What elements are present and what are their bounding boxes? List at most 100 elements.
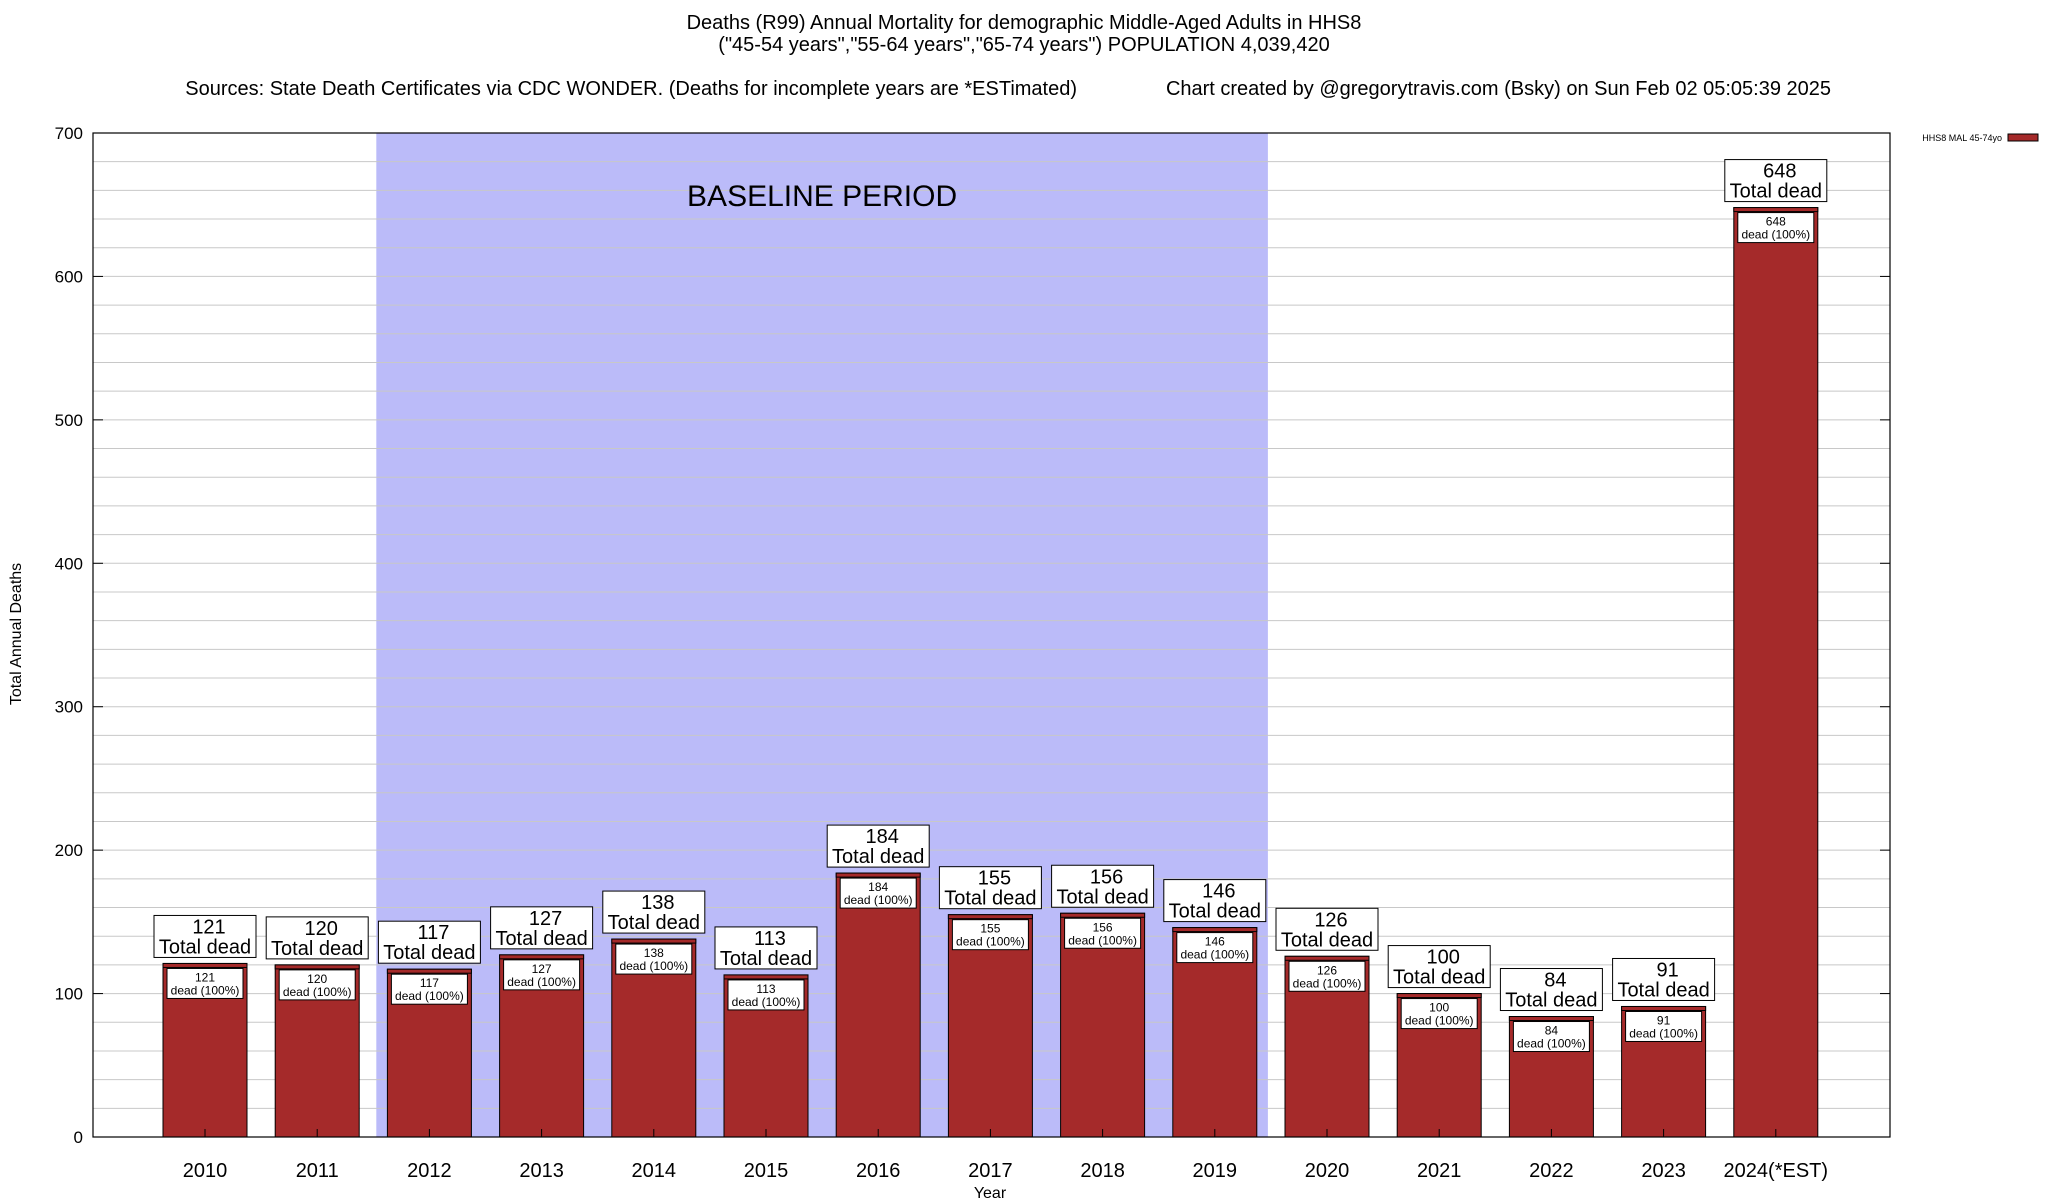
bar-total-label: Total dead [1393, 967, 1485, 989]
bar [1733, 207, 1819, 1138]
bar-total-label-box [714, 926, 818, 970]
bar-inner-label-box [839, 877, 917, 909]
bar-top-edge [1508, 1016, 1594, 1022]
x-tick-label: 2023 [1641, 1160, 1686, 1182]
bar-inner-value: 648 [1766, 215, 1786, 229]
title-line-1: Deaths (R99) Annual Mortality for demogr… [686, 12, 1362, 34]
bar-total-value: 100 [1427, 947, 1460, 969]
x-tick-label: 2019 [1193, 1160, 1238, 1182]
x-tick-label: 2017 [968, 1160, 1013, 1182]
bar-total-label-box [153, 914, 257, 958]
x-tick-label: 2020 [1305, 1160, 1350, 1182]
bar-inner-label: dead (100%) [283, 985, 352, 999]
bar-top-edge [1060, 912, 1146, 918]
bar-total-label-box [1612, 957, 1716, 1001]
bar-inner-label: dead (100%) [507, 975, 576, 989]
bar-total-label: Total dead [383, 942, 475, 964]
credit-text: Chart created by @gregorytravis.com (Bsk… [1165, 78, 1832, 100]
bar-top-edge [835, 872, 921, 878]
legend-swatch [2007, 133, 2039, 142]
bar-inner-label-box [166, 967, 244, 999]
y-tick-label: 400 [55, 554, 83, 573]
bar-inner-value: 126 [1317, 963, 1337, 977]
y-tick-label: 200 [55, 841, 83, 860]
bar-total-label-box [377, 920, 481, 964]
baseline-period-label: BASELINE PERIOD [687, 180, 957, 213]
bar-inner-value: 84 [1545, 1024, 1559, 1038]
bar-inner-label-box [278, 969, 356, 1001]
bar-total-label-box [265, 916, 369, 960]
y-tick-label: 100 [55, 985, 83, 1004]
bar-total-value: 146 [1202, 881, 1235, 903]
bar-total-label-box [490, 906, 594, 950]
bar-total-label-box [1499, 968, 1603, 1012]
chart-title: Deaths (R99) Annual Mortality for demogr… [0, 12, 2048, 122]
bar-total-label: Total dead [1281, 929, 1373, 951]
bar-total-label: Total dead [1730, 181, 1822, 203]
x-tick-label: 2012 [407, 1160, 452, 1182]
bar-inner-value: 120 [307, 972, 327, 986]
bar-total-label: Total dead [608, 912, 700, 934]
bar-inner-value: 91 [1657, 1013, 1671, 1027]
y-tick-label: 300 [55, 698, 83, 717]
bar-total-value: 155 [978, 868, 1011, 890]
bar-total-label: Total dead [944, 888, 1036, 910]
bar-inner-value: 146 [1205, 935, 1225, 949]
bar-total-value: 648 [1763, 161, 1796, 183]
bar-inner-label-box [1625, 1010, 1703, 1042]
bar-total-label-box [1275, 907, 1379, 951]
bar-top-edge [386, 968, 472, 974]
bar-total-value: 121 [192, 916, 225, 938]
bar-total-label-box [1387, 945, 1491, 989]
bar-inner-label-box [1064, 917, 1142, 949]
bar-top-edge [1621, 1005, 1707, 1011]
bar-total-label: Total dead [1169, 901, 1261, 923]
x-tick-label: 2022 [1529, 1160, 1574, 1182]
bar-inner-label-box [1400, 998, 1478, 1030]
bar-top-edge [1733, 207, 1819, 213]
bar-top-edge [1396, 993, 1482, 999]
bar-top-edge [162, 962, 248, 968]
bar-inner-value: 138 [644, 946, 664, 960]
bar-inner-label-box [1288, 960, 1366, 992]
bar-top-edge [723, 974, 809, 980]
bar-inner-label-box [503, 959, 581, 991]
bar-total-label: Total dead [271, 938, 363, 960]
bar-total-label: Total dead [1617, 979, 1709, 1001]
bar-total-label: Total dead [832, 846, 924, 868]
bar-inner-label: dead (100%) [1180, 948, 1249, 962]
bar-inner-label: dead (100%) [171, 983, 240, 997]
bar-total-value: 156 [1090, 866, 1123, 888]
x-tick-label: 2024(*EST) [1724, 1160, 1829, 1182]
bar-total-label: Total dead [495, 928, 587, 950]
bar-total-value: 117 [417, 922, 449, 944]
bar-total-value: 84 [1544, 970, 1566, 992]
bar-inner-label: dead (100%) [1629, 1026, 1698, 1040]
bar-total-label-box [602, 890, 706, 934]
bar-total-value: 91 [1656, 959, 1678, 981]
bar-inner-value: 113 [756, 982, 775, 996]
bar-total-label-box [1724, 159, 1828, 203]
y-tick-label: 500 [55, 411, 83, 430]
bar-total-label: Total dead [1056, 886, 1148, 908]
bar-total-value: 184 [866, 826, 899, 848]
bar-inner-value: 127 [532, 962, 552, 976]
x-tick-label: 2010 [183, 1160, 228, 1182]
bar-top-edge [947, 914, 1033, 920]
y-tick-label: 0 [74, 1128, 83, 1147]
bar-inner-value: 117 [420, 976, 439, 990]
bar-total-value: 120 [305, 918, 338, 940]
x-tick-label: 2013 [519, 1160, 564, 1182]
bar-inner-label-box [615, 943, 693, 975]
bar-inner-label-box [390, 973, 468, 1005]
x-tick-label: 2016 [856, 1160, 901, 1182]
bar-inner-label: dead (100%) [1068, 933, 1137, 947]
bar-top-edge [1284, 955, 1370, 961]
y-axis-label: Total Annual Deaths [8, 563, 25, 705]
bar-total-label: Total dead [720, 948, 812, 970]
x-tick-label: 2014 [632, 1160, 677, 1182]
bar-inner-label-box [727, 979, 805, 1011]
x-tick-label: 2015 [744, 1160, 789, 1182]
bar-inner-label: dead (100%) [1741, 228, 1810, 242]
